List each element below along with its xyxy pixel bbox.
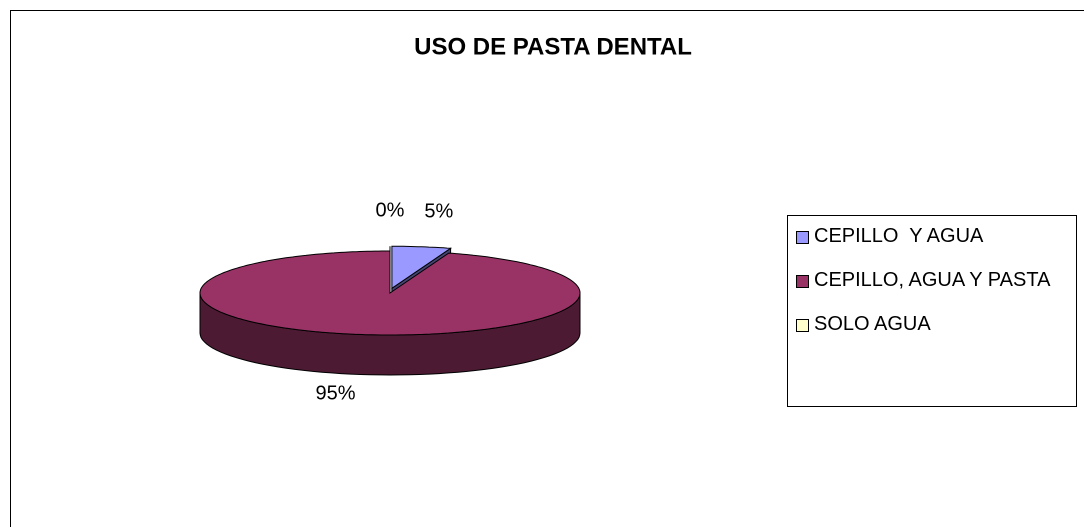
legend-swatch [796, 319, 809, 332]
slice [391, 245, 453, 290]
legend: CEPILLO Y AGUA CEPILLO, AGUA Y PASTA SOLO … [787, 215, 1077, 407]
legend-label: SOLO AGUA [814, 313, 931, 335]
legend-item: CEPILLO Y AGUA [796, 224, 1068, 248]
data-label: 0% [376, 199, 405, 221]
legend-label: CEPILLO Y AGUA [814, 225, 984, 247]
data-label: 95% [316, 383, 356, 405]
legend-swatch [796, 231, 809, 244]
slice [199, 250, 581, 336]
data-label: 5% [424, 200, 453, 222]
legend-item: CEPILLO, AGUA Y PASTA [796, 268, 1068, 292]
legend-label: CEPILLO, AGUA Y PASTA [814, 269, 1051, 291]
legend-item: SOLO AGUA [796, 312, 1068, 336]
chart-title: USO DE PASTA DENTAL [414, 33, 692, 60]
legend-swatch [796, 275, 809, 288]
